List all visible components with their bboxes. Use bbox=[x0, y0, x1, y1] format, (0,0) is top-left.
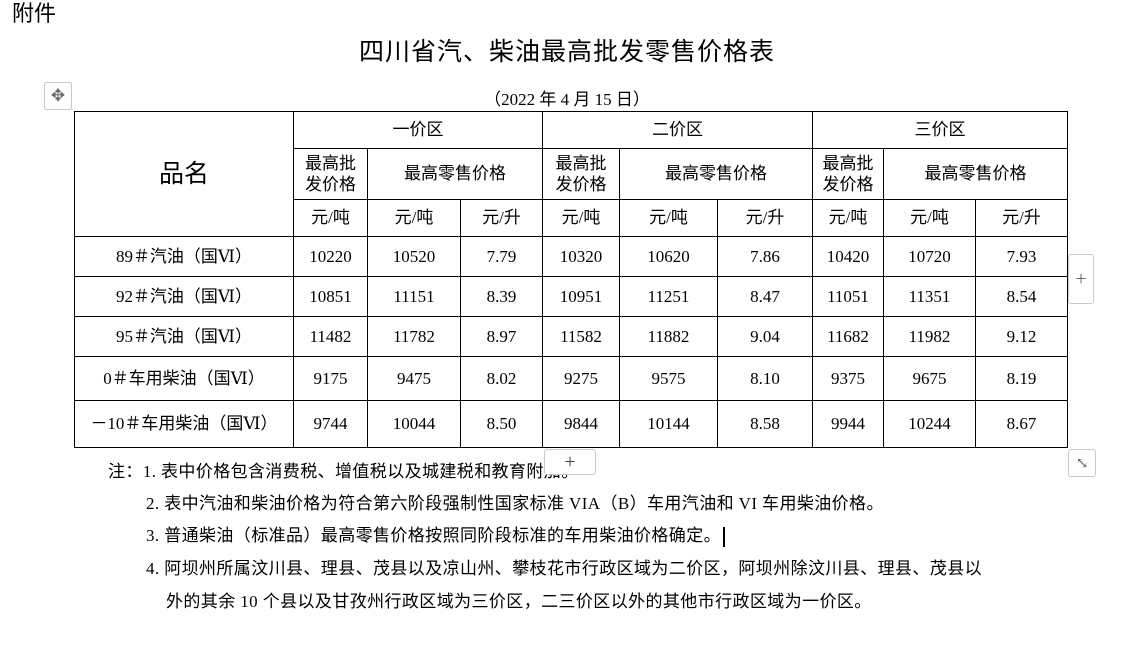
unit-cell: 元/吨 bbox=[293, 199, 368, 237]
document-title: 四川省汽、柴油最高批发零售价格表 bbox=[358, 37, 775, 66]
attachment-label: 附件 bbox=[12, 2, 57, 27]
unit-cell: 元/吨 bbox=[619, 199, 718, 237]
move-arrows-icon: ✥ bbox=[50, 86, 66, 105]
price-cell: 8.39 bbox=[460, 276, 543, 317]
price-cell: 10620 bbox=[619, 236, 718, 277]
resize-diagonal-icon: ⤡ bbox=[1075, 455, 1089, 472]
price-cell: 8.58 bbox=[717, 400, 813, 448]
price-cell: 11482 bbox=[293, 316, 368, 357]
note-text: 1. 表中价格包含消费税、增值税以及城建税和教育附加。 bbox=[142, 462, 579, 481]
price-cell: 8.54 bbox=[975, 276, 1068, 317]
add-column-button[interactable]: + bbox=[1068, 254, 1094, 304]
price-cell: 11251 bbox=[619, 276, 718, 317]
text-cursor bbox=[723, 527, 725, 548]
product-name: 95＃汽油（国Ⅵ） bbox=[74, 316, 294, 357]
unit-cell: 元/吨 bbox=[542, 199, 620, 237]
note-text: 3. 普通柴油（标准品）最高零售价格按照同阶段标准的车用柴油价格确定。 bbox=[146, 526, 721, 545]
note-4-line-2: 外的其余 10 个县以及甘孜州行政区域为三价区，二三价区以外的其他市行政区域为一… bbox=[166, 592, 872, 611]
wholesale-header: 最高批 发价格 bbox=[812, 148, 884, 200]
price-cell: 10520 bbox=[367, 236, 461, 277]
price-cell: 11582 bbox=[542, 316, 620, 357]
price-cell: 8.97 bbox=[460, 316, 543, 357]
zone-header-1: 一价区 bbox=[293, 111, 543, 149]
price-cell: 9944 bbox=[812, 400, 884, 448]
unit-cell: 元/升 bbox=[975, 199, 1068, 237]
price-cell: 10720 bbox=[883, 236, 976, 277]
price-cell: 7.86 bbox=[717, 236, 813, 277]
product-name: －10＃车用柴油（国Ⅵ） bbox=[74, 400, 294, 448]
note-prefix: 注： bbox=[108, 462, 143, 481]
price-cell: 9375 bbox=[812, 356, 884, 401]
product-name: 0＃车用柴油（国Ⅵ） bbox=[74, 356, 294, 401]
price-cell: 10951 bbox=[542, 276, 620, 317]
table-move-handle[interactable]: ✥ bbox=[44, 82, 72, 110]
price-cell: 9.12 bbox=[975, 316, 1068, 357]
price-cell: 9675 bbox=[883, 356, 976, 401]
plus-icon: + bbox=[1075, 267, 1087, 290]
document-date: （2022 年 4 月 15 日） bbox=[484, 90, 650, 109]
price-cell: 11982 bbox=[883, 316, 976, 357]
table-row: －10＃车用柴油（国Ⅵ） 9744 10044 8.50 9844 10144 … bbox=[74, 400, 1068, 448]
price-cell: 9275 bbox=[542, 356, 620, 401]
price-cell: 11882 bbox=[619, 316, 718, 357]
unit-cell: 元/吨 bbox=[883, 199, 976, 237]
price-cell: 10320 bbox=[542, 236, 620, 277]
price-cell: 7.93 bbox=[975, 236, 1068, 277]
table-resize-handle[interactable]: ⤡ bbox=[1068, 449, 1096, 477]
table-row: 92＃汽油（国Ⅵ） 10851 11151 8.39 10951 11251 8… bbox=[74, 276, 1068, 317]
price-cell: 9.04 bbox=[717, 316, 813, 357]
price-cell: 9575 bbox=[619, 356, 718, 401]
price-cell: 10220 bbox=[293, 236, 368, 277]
unit-cell: 元/升 bbox=[460, 199, 543, 237]
retail-header: 最高零售价格 bbox=[883, 148, 1068, 200]
unit-cell: 元/吨 bbox=[367, 199, 461, 237]
product-name-header: 品名 bbox=[74, 111, 294, 237]
wholesale-header: 最高批 发价格 bbox=[542, 148, 620, 200]
price-cell: 8.19 bbox=[975, 356, 1068, 401]
wholesale-header: 最高批 发价格 bbox=[293, 148, 368, 200]
note-4-line-1: 4. 阿坝州所属汶川县、理县、茂县以及凉山州、攀枝花市行政区域为二价区，阿坝州除… bbox=[146, 559, 982, 578]
price-cell: 8.67 bbox=[975, 400, 1068, 448]
price-cell: 10420 bbox=[812, 236, 884, 277]
retail-header: 最高零售价格 bbox=[619, 148, 813, 200]
table-row: 89＃汽油（国Ⅵ） 10220 10520 7.79 10320 10620 7… bbox=[74, 236, 1068, 277]
price-cell: 10851 bbox=[293, 276, 368, 317]
product-name: 89＃汽油（国Ⅵ） bbox=[74, 236, 294, 277]
price-cell: 8.47 bbox=[717, 276, 813, 317]
retail-header: 最高零售价格 bbox=[367, 148, 543, 200]
table-row: 95＃汽油（国Ⅵ） 11482 11782 8.97 11582 11882 9… bbox=[74, 316, 1068, 357]
product-name: 92＃汽油（国Ⅵ） bbox=[74, 276, 294, 317]
price-cell: 11351 bbox=[883, 276, 976, 317]
plus-icon: + bbox=[564, 450, 576, 473]
unit-cell: 元/吨 bbox=[812, 199, 884, 237]
price-cell: 10044 bbox=[367, 400, 461, 448]
price-cell: 9744 bbox=[293, 400, 368, 448]
price-cell: 11682 bbox=[812, 316, 884, 357]
price-cell: 10144 bbox=[619, 400, 718, 448]
price-cell: 11051 bbox=[812, 276, 884, 317]
price-cell: 8.02 bbox=[460, 356, 543, 401]
price-cell: 9844 bbox=[542, 400, 620, 448]
table-row: 0＃车用柴油（国Ⅵ） 9175 9475 8.02 9275 9575 8.10… bbox=[74, 356, 1068, 401]
price-table: 品名 一价区 二价区 三价区 最高批 发价格 最高零售价格 最高批 发价格 最高零售… bbox=[74, 111, 1068, 448]
price-cell: 8.10 bbox=[717, 356, 813, 401]
zone-header-3: 三价区 bbox=[812, 111, 1068, 149]
zone-header-2: 二价区 bbox=[542, 111, 813, 149]
add-row-button[interactable]: + bbox=[544, 449, 596, 475]
price-cell: 11782 bbox=[367, 316, 461, 357]
note-2: 2. 表中汽油和柴油价格为符合第六阶段强制性国家标准 VIA（B）车用汽油和 V… bbox=[146, 494, 884, 513]
price-cell: 7.79 bbox=[460, 236, 543, 277]
note-1: 注：1. 表中价格包含消费税、增值税以及城建税和教育附加。 bbox=[108, 457, 579, 482]
unit-cell: 元/升 bbox=[717, 199, 813, 237]
price-cell: 9175 bbox=[293, 356, 368, 401]
price-cell: 9475 bbox=[367, 356, 461, 401]
note-3: 3. 普通柴油（标准品）最高零售价格按照同阶段标准的车用柴油价格确定。 bbox=[146, 521, 725, 548]
price-cell: 10244 bbox=[883, 400, 976, 448]
price-cell: 8.50 bbox=[460, 400, 543, 448]
price-cell: 11151 bbox=[367, 276, 461, 317]
